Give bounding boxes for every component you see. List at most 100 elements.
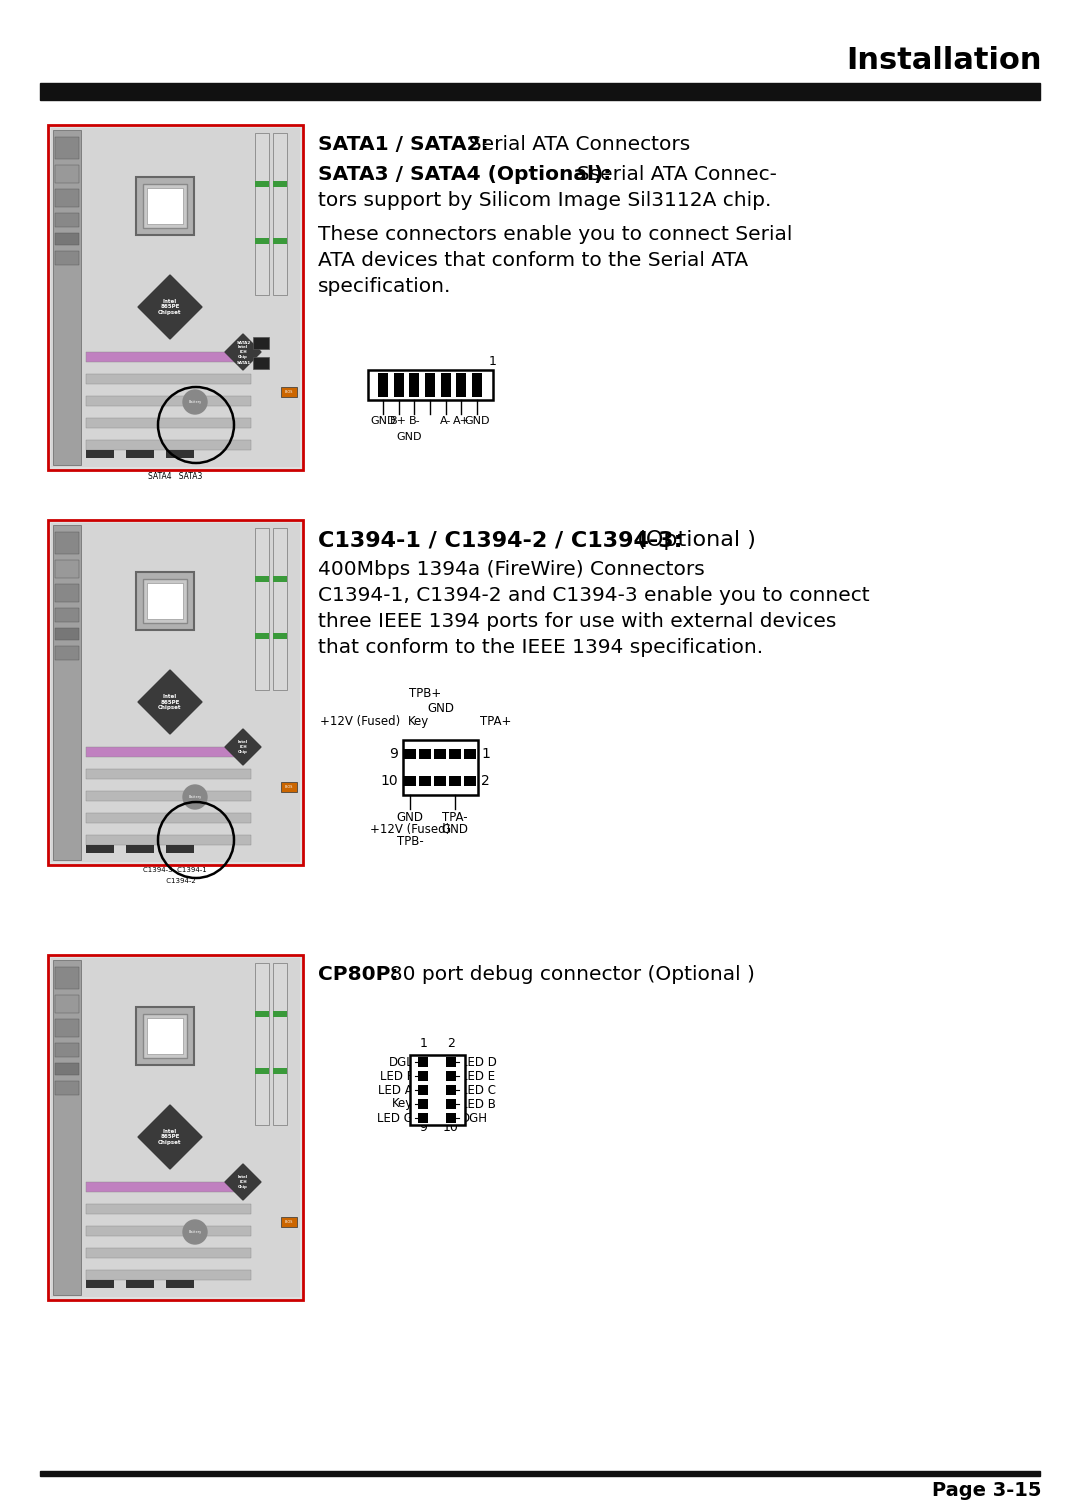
Text: SATA1 / SATA2:: SATA1 / SATA2: xyxy=(318,134,488,154)
Polygon shape xyxy=(138,1105,202,1170)
Text: 10: 10 xyxy=(381,774,399,789)
Bar xyxy=(143,184,187,228)
Text: +12V (Fused): +12V (Fused) xyxy=(369,823,450,836)
Bar xyxy=(86,813,251,823)
Text: Intel
ICH
Chip: Intel ICH Chip xyxy=(238,1176,248,1189)
Bar xyxy=(86,790,251,801)
Text: C1394-1, C1394-2 and C1394-3 enable you to connect: C1394-1, C1394-2 and C1394-3 enable you … xyxy=(318,586,869,604)
Polygon shape xyxy=(138,275,202,338)
Text: 1: 1 xyxy=(482,746,490,760)
Bar xyxy=(48,520,303,864)
Bar xyxy=(147,187,183,224)
Bar xyxy=(255,963,269,1126)
Text: A-: A- xyxy=(440,416,451,426)
Bar xyxy=(55,561,79,579)
Bar xyxy=(86,769,251,780)
Bar xyxy=(55,138,79,159)
Circle shape xyxy=(183,1219,207,1244)
Bar xyxy=(426,373,435,397)
Bar xyxy=(53,130,81,465)
Bar xyxy=(253,357,269,369)
Bar xyxy=(273,527,287,691)
Text: Intel
ICH
Chip: Intel ICH Chip xyxy=(238,346,248,358)
Text: These connectors enable you to connect Serial: These connectors enable you to connect S… xyxy=(318,225,793,243)
Text: LED B: LED B xyxy=(461,1097,496,1111)
Text: SATA3 / SATA4 (Optional):: SATA3 / SATA4 (Optional): xyxy=(318,165,611,184)
Bar xyxy=(472,373,482,397)
Bar xyxy=(86,352,251,363)
Bar xyxy=(418,1085,429,1095)
Bar xyxy=(126,845,154,854)
Text: Page 3-15: Page 3-15 xyxy=(932,1481,1042,1500)
Bar xyxy=(55,996,79,1012)
Bar xyxy=(55,629,79,641)
Text: Sserial ATA Connec-: Sserial ATA Connec- xyxy=(565,165,778,184)
Bar xyxy=(55,1064,79,1074)
Bar xyxy=(434,777,446,786)
Bar xyxy=(255,527,269,691)
Bar xyxy=(273,633,287,639)
Text: LED D: LED D xyxy=(461,1056,497,1068)
Bar xyxy=(273,239,287,243)
Bar xyxy=(51,523,300,861)
Text: BIOS: BIOS xyxy=(285,390,293,394)
Bar xyxy=(86,419,251,428)
Text: Intel
865PE
Chipset: Intel 865PE Chipset xyxy=(159,299,181,316)
Bar xyxy=(255,576,269,582)
Bar xyxy=(273,133,287,295)
Bar xyxy=(449,777,461,786)
Bar xyxy=(273,963,287,1126)
Text: C1394-3  C1394-1: C1394-3 C1394-1 xyxy=(144,867,207,873)
Text: Key: Key xyxy=(407,715,429,728)
Bar xyxy=(449,749,461,759)
Bar xyxy=(456,373,467,397)
Bar xyxy=(53,524,81,860)
Bar xyxy=(281,387,297,397)
Bar xyxy=(55,165,79,183)
Bar xyxy=(394,373,404,397)
Text: Key: Key xyxy=(392,1097,414,1111)
Text: BIOS: BIOS xyxy=(285,786,293,789)
Bar xyxy=(253,337,269,349)
Text: 1: 1 xyxy=(419,1037,428,1050)
Bar xyxy=(255,1011,269,1017)
Text: 9: 9 xyxy=(419,1121,428,1133)
Text: SATA1: SATA1 xyxy=(237,361,251,366)
Text: Installation: Installation xyxy=(847,45,1042,76)
Text: LED E: LED E xyxy=(461,1070,495,1082)
Bar xyxy=(48,125,303,470)
Bar xyxy=(86,836,251,845)
Text: TPA-: TPA- xyxy=(442,811,468,823)
Text: 9: 9 xyxy=(390,746,399,760)
Bar xyxy=(55,607,79,623)
Bar xyxy=(143,1014,187,1058)
Bar xyxy=(404,777,416,786)
Text: 80 port debug connector (Optional ): 80 port debug connector (Optional ) xyxy=(377,966,755,984)
Bar xyxy=(86,1271,251,1280)
Text: LED G: LED G xyxy=(377,1112,414,1124)
Text: 10: 10 xyxy=(443,1121,459,1133)
Bar xyxy=(55,647,79,660)
Text: Intel
865PE
Chipset: Intel 865PE Chipset xyxy=(159,694,181,710)
Text: C1394-1 / C1394-2 / C1394-3:: C1394-1 / C1394-2 / C1394-3: xyxy=(318,530,683,550)
Bar xyxy=(55,213,79,227)
Bar xyxy=(136,1006,194,1065)
Polygon shape xyxy=(225,1163,261,1200)
Text: B+: B+ xyxy=(390,416,407,426)
Bar xyxy=(40,1472,1040,1476)
Bar xyxy=(86,396,251,406)
Bar xyxy=(55,532,79,555)
Bar xyxy=(51,128,300,467)
Bar xyxy=(53,959,81,1295)
Text: LED A: LED A xyxy=(378,1083,414,1097)
Bar xyxy=(166,450,194,458)
Bar xyxy=(166,1280,194,1287)
Bar xyxy=(403,740,477,795)
Text: SATA4   SATA3: SATA4 SATA3 xyxy=(148,471,202,480)
Bar xyxy=(367,370,492,400)
Bar xyxy=(418,1114,429,1123)
Bar xyxy=(446,1058,456,1067)
Bar xyxy=(441,373,450,397)
Text: 400Mbps 1394a (FireWire) Connectors: 400Mbps 1394a (FireWire) Connectors xyxy=(318,561,705,579)
Bar xyxy=(40,83,1040,100)
